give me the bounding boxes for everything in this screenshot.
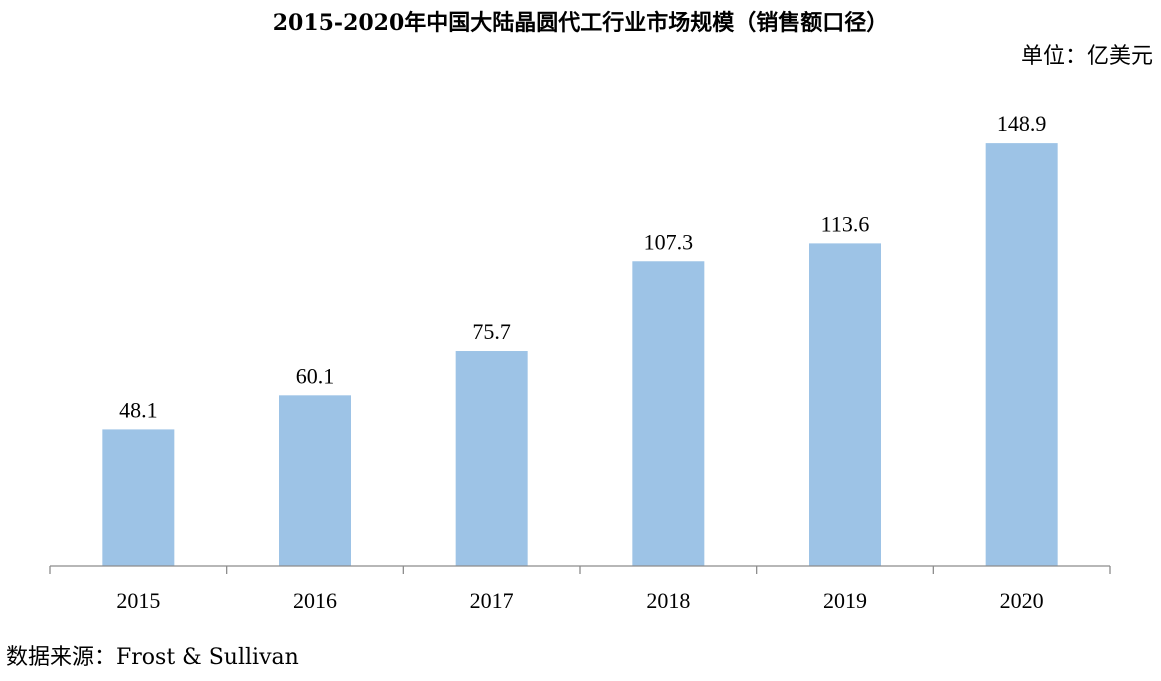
tick-label-2018: 2018 (646, 588, 690, 613)
value-label-2019: 113.6 (821, 211, 870, 236)
value-label-2017: 75.7 (472, 319, 511, 344)
bar-2015 (102, 429, 175, 566)
tick-label-2020: 2020 (1000, 588, 1044, 613)
bar-2020 (985, 143, 1058, 566)
value-labels-group: 48.1 60.1 75.7 107.3 113.6 148.9 (119, 111, 1046, 422)
x-axis-ticks (49, 566, 1111, 574)
x-axis-tick-labels: 2015 2016 2017 2018 2019 2020 (116, 588, 1043, 613)
tick-label-2017: 2017 (470, 588, 514, 613)
bar-2019 (809, 243, 881, 566)
tick-label-2015: 2015 (116, 588, 160, 613)
bar-2018 (632, 261, 705, 566)
data-source: 数据来源：Frost & Sullivan (6, 645, 299, 670)
value-label-2016: 60.1 (296, 363, 335, 388)
value-label-2015: 48.1 (119, 397, 158, 422)
bar-2017 (455, 351, 528, 566)
tick-label-2016: 2016 (293, 588, 337, 613)
unit-label: 单位：亿美元 (1020, 44, 1153, 69)
bars-group (102, 143, 1058, 566)
value-label-2018: 107.3 (644, 229, 694, 254)
bar-2016 (279, 395, 351, 566)
value-label-2020: 148.9 (997, 111, 1047, 136)
chart-title: 2015-2020年中国大陆晶圆代工行业市场规模（销售额口径） (272, 10, 889, 36)
tick-label-2019: 2019 (823, 588, 867, 613)
